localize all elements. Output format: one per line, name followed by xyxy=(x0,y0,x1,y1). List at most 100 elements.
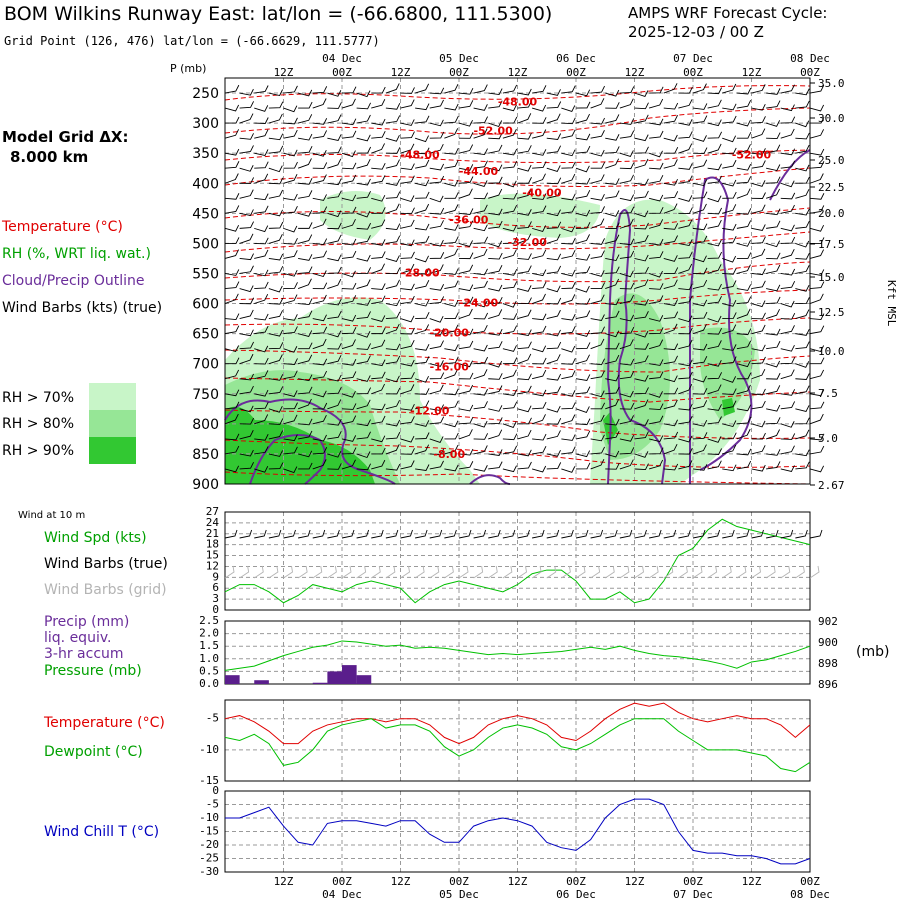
grid-point-subtitle: Grid Point (126, 476) lat/lon = (-66.662… xyxy=(4,34,380,48)
wind-barb xyxy=(692,311,708,320)
wind-barb xyxy=(575,145,591,154)
wind-barb xyxy=(795,120,810,128)
wind-barb xyxy=(663,203,678,214)
wind-barb xyxy=(780,344,795,352)
wind-barb xyxy=(795,208,810,216)
wind-barb xyxy=(356,355,371,365)
wind-barb xyxy=(780,445,795,455)
legend-wind-speed: Wind Spd (kts) xyxy=(44,530,147,546)
wind-barb-true xyxy=(590,529,604,539)
wind-barb xyxy=(473,180,488,188)
wind-barb xyxy=(502,224,517,232)
wind-barb xyxy=(488,164,503,172)
wind-barb xyxy=(809,161,825,169)
wind-barb xyxy=(444,160,459,169)
wind-barb xyxy=(766,372,781,380)
wind-barb xyxy=(298,430,313,440)
wind-barb xyxy=(575,406,590,413)
wind-barb xyxy=(561,161,576,169)
wind-barb xyxy=(605,330,620,338)
wind-barb xyxy=(239,253,254,261)
cloud-outline xyxy=(224,398,396,485)
wind-barb xyxy=(751,248,766,259)
top-date-label: 08 Dec xyxy=(790,52,830,65)
wind-barb xyxy=(780,84,795,94)
wind-barb-grid xyxy=(575,565,586,579)
wind-barb xyxy=(298,114,313,124)
wind-barb xyxy=(517,221,532,229)
wind-barb xyxy=(283,237,298,245)
wind-barb xyxy=(444,192,459,199)
wind-barb-true xyxy=(692,529,706,539)
wind-barb xyxy=(415,400,430,410)
wind-barb xyxy=(283,390,298,397)
wind-barb xyxy=(239,449,254,457)
wind-barb xyxy=(619,282,635,290)
wind-barb xyxy=(283,402,298,410)
wind-barb xyxy=(532,104,547,112)
wind-barb xyxy=(298,234,313,244)
wind-speed-line xyxy=(224,518,811,604)
wind-barb xyxy=(473,401,488,410)
wind-barb xyxy=(546,177,562,185)
rh-shade-region xyxy=(600,293,670,460)
wind-barb xyxy=(678,251,693,259)
wind-barb xyxy=(634,90,649,97)
wind-barb xyxy=(692,115,708,124)
wind-barb xyxy=(268,285,283,293)
wind-barb-true xyxy=(400,529,413,539)
wind-barb xyxy=(780,224,795,232)
wind-barb xyxy=(458,208,474,215)
wind-barb xyxy=(575,177,591,185)
wind-barb xyxy=(239,265,254,274)
wind-barb xyxy=(561,446,576,455)
wind-barb xyxy=(663,191,679,199)
wind-barb xyxy=(297,158,312,169)
wind-barb xyxy=(575,330,591,337)
wind-barb xyxy=(634,399,649,410)
wind-barb xyxy=(736,176,752,184)
pressure-tick-label: 250 xyxy=(192,86,219,102)
wind-barb xyxy=(239,309,254,320)
bottom-date-label: 06 Dec xyxy=(556,888,596,900)
legend-rh: RH (%, WRT liq. wat.) xyxy=(2,246,151,262)
wind-barb xyxy=(692,191,708,199)
wind-tick-label: 0 xyxy=(212,603,219,616)
wind-barb xyxy=(809,205,825,214)
wind-barb xyxy=(502,180,517,188)
wind-barb xyxy=(283,129,298,139)
wind-barb xyxy=(415,420,430,427)
wind-barb xyxy=(312,358,328,366)
wind-barb xyxy=(356,222,372,230)
wind-barb xyxy=(751,464,766,472)
wind-barb xyxy=(692,324,707,335)
wind-barb xyxy=(356,267,372,274)
top-date-label: 05 Dec xyxy=(439,52,479,65)
wind-barb xyxy=(517,353,532,365)
wind-barb xyxy=(678,415,693,425)
wind-barb xyxy=(312,150,327,157)
wind-barb xyxy=(415,388,430,395)
precip-bar xyxy=(327,671,342,684)
wind-barb xyxy=(458,340,474,350)
wind-barb xyxy=(605,430,620,440)
wind-barb xyxy=(809,148,825,156)
wind-barb xyxy=(458,132,474,139)
wind-barb xyxy=(356,375,371,382)
legend-rh90: RH > 90% xyxy=(2,443,74,459)
wind-barb xyxy=(809,413,824,425)
wind-barb xyxy=(634,463,649,471)
wind-barb xyxy=(298,254,313,261)
wind-barb xyxy=(254,293,269,304)
wind-barb xyxy=(502,313,518,320)
wind-barb xyxy=(225,357,240,365)
wind-barb xyxy=(371,219,386,229)
wind-barb xyxy=(649,327,664,335)
wind-barb xyxy=(605,158,620,169)
wind-barb xyxy=(575,253,591,261)
wind-barb xyxy=(298,178,313,185)
bottom-hour-label: 12Z xyxy=(742,875,762,888)
wind-barb xyxy=(283,370,298,380)
wind-barb xyxy=(356,311,371,320)
wind-barb-grid xyxy=(678,565,688,579)
